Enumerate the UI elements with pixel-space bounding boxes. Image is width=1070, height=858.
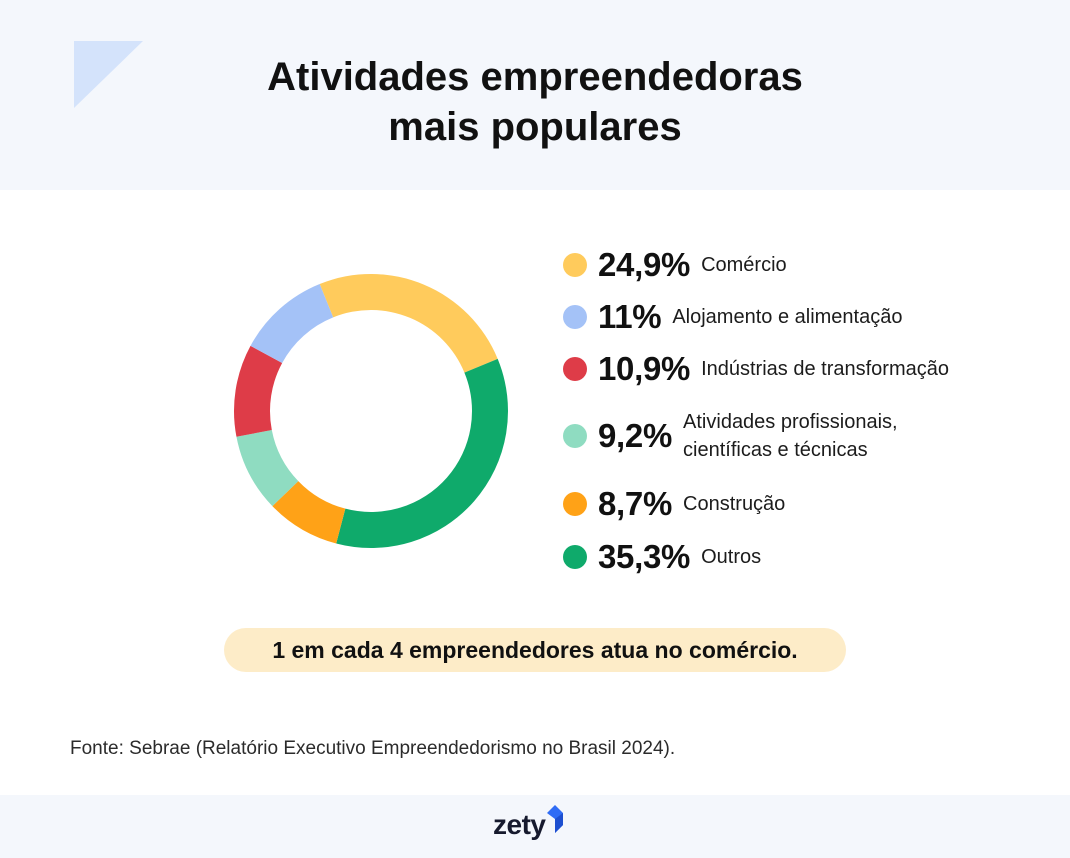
legend-label-atividades-profissionais: Atividades profissionais, científicas e … <box>683 411 898 461</box>
logo-cube-icon <box>547 805 564 833</box>
legend-label-outros: Outros <box>701 546 762 568</box>
legend-item-atividades-profissionais: 9,2% Atividades profissionais, científic… <box>563 408 953 464</box>
title-line-1: Atividades empreendedoras <box>267 55 803 99</box>
legend-label-industrias: Indústrias de transformação <box>701 358 949 380</box>
donut-slice-outros <box>336 358 508 548</box>
callout-highlight: 1 em cada 4 empreendedores atua no comér… <box>224 628 846 672</box>
legend-dot-alojamento <box>563 305 587 329</box>
legend-dot-industrias <box>563 357 587 381</box>
legend-value-industrias: 10,9% <box>598 350 691 387</box>
legend-label-construcao: Construção <box>683 493 786 515</box>
legend-value-construcao: 8,7% <box>598 485 673 522</box>
legend-dot-outros <box>563 545 587 569</box>
legend-dot-construcao <box>563 492 587 516</box>
legend-value-atividades-profissionais: 9,2% <box>598 417 673 454</box>
legend-dot-comercio <box>563 253 587 277</box>
title-line-2: mais populares <box>388 105 682 149</box>
logo-text: zety <box>493 809 546 840</box>
page-title: Atividades empreendedoras mais populares <box>0 52 1070 152</box>
legend-label-alojamento: Alojamento e alimentação <box>672 306 903 328</box>
corner-triangle-decoration <box>74 41 143 108</box>
donut-slice-comercio <box>319 274 498 373</box>
zety-logo: zety <box>493 805 564 843</box>
donut-slice-industrias <box>234 345 283 437</box>
donut-slice-construcao <box>272 481 346 544</box>
legend-value-outros: 35,3% <box>598 538 691 575</box>
header-band <box>0 0 1070 190</box>
legend-value-comercio: 24,9% <box>598 246 691 283</box>
legend-dot-atividades-profissionais <box>563 424 587 448</box>
legend-item-outros: 35,3% Outros <box>563 538 761 576</box>
legend-item-alojamento: 11% Alojamento e alimentação <box>563 298 902 336</box>
legend-item-construcao: 8,7% Construção <box>563 485 785 523</box>
legend-item-comercio: 24,9% Comércio <box>563 246 787 284</box>
source-note: Fonte: Sebrae (Relatório Executivo Empre… <box>70 738 676 759</box>
legend-item-industrias: 10,9% Indústrias de transformação <box>563 350 949 388</box>
footer-band <box>0 795 1070 858</box>
legend-value-alojamento: 11% <box>598 298 662 335</box>
donut-slice-atividades <box>236 429 299 507</box>
legend-label-comercio: Comércio <box>701 254 787 276</box>
donut-slice-alojamento <box>250 283 334 363</box>
donut-chart <box>234 274 508 548</box>
